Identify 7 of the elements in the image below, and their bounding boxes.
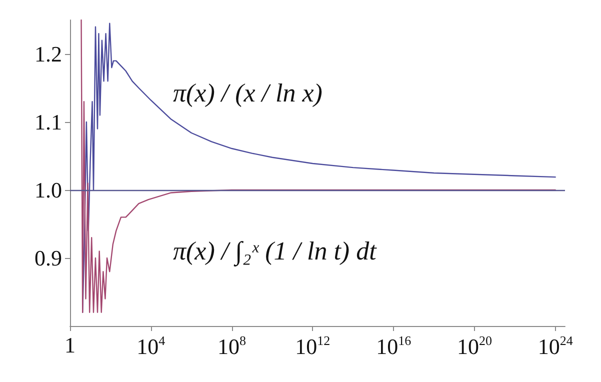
x-tick-label: 1 bbox=[64, 332, 76, 358]
y-tick-label: 1.2 bbox=[34, 42, 62, 66]
series-label: π(x) / ∫₂ˣ (1 / ln t) dt bbox=[173, 236, 378, 266]
series-label: π(x) / (x / ln x) bbox=[173, 78, 322, 108]
y-tick-label: 1.0 bbox=[34, 178, 62, 202]
y-tick-label: 0.9 bbox=[34, 246, 62, 270]
y-tick-label: 1.1 bbox=[34, 110, 62, 134]
